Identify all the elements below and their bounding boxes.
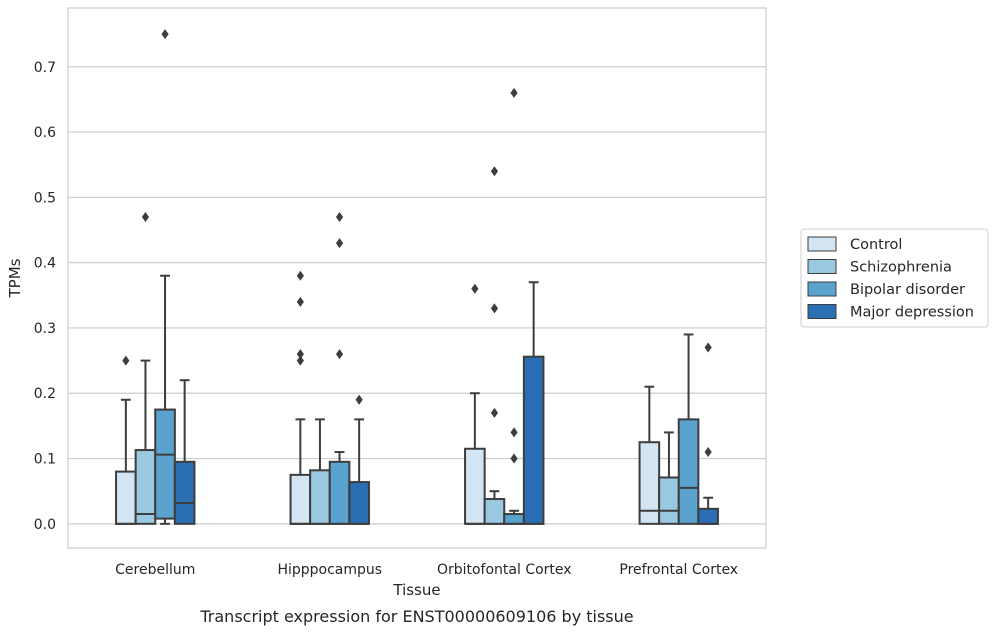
outlier-point <box>490 303 499 314</box>
box-schizophrenia <box>134 211 157 525</box>
legend-swatch <box>807 281 837 297</box>
outlier-point <box>296 355 304 366</box>
box-major-depression <box>522 281 545 525</box>
box-body <box>115 470 137 525</box>
x-tick-label: Prefrontal Cortex <box>619 562 738 578</box>
box-control <box>464 283 486 525</box>
outlier-point <box>335 238 344 249</box>
legend-swatch <box>807 236 837 252</box>
chart-caption: Transcript expression for ENST0000060910… <box>199 607 633 626</box>
outlier-point <box>704 447 712 458</box>
legend-label: Schizophrenia <box>850 260 952 276</box>
box-major-depression <box>697 342 719 525</box>
box-control <box>115 355 137 525</box>
legend-frame <box>800 228 989 328</box>
outlier-point <box>704 342 712 353</box>
outlier-point <box>122 355 130 366</box>
legend-swatch <box>807 259 837 274</box>
box-bipolar-disorder <box>677 333 700 525</box>
x-tick-label: Cerebellum <box>115 562 195 578</box>
box-schizophrenia <box>483 166 506 525</box>
y-tick-label: 0.7 <box>34 60 56 76</box>
box-groups <box>115 29 719 525</box>
box-body <box>677 418 700 525</box>
y-tick-label: 0.3 <box>34 321 56 337</box>
box-body <box>154 408 176 520</box>
x-tick-label: Orbitofontal Cortex <box>437 562 572 578</box>
outlier-point <box>510 87 518 98</box>
outlier-point <box>510 453 518 464</box>
outlier-point <box>490 166 499 177</box>
y-tick-label: 0.4 <box>34 256 56 272</box>
outlier-point <box>355 394 363 405</box>
outlier-point <box>296 270 304 281</box>
box-schizophrenia <box>309 418 331 525</box>
outlier-point <box>471 283 479 294</box>
plot-frame <box>67 7 767 549</box>
y-tick-label: 0.5 <box>34 190 56 206</box>
outlier-point <box>141 211 150 222</box>
legend-label: Major depression <box>850 305 974 321</box>
outlier-point <box>510 427 518 438</box>
box-schizophrenia <box>658 431 680 525</box>
box-bipolar-disorder <box>503 87 525 525</box>
outlier-point <box>161 29 169 40</box>
y-tick-label: 0.0 <box>34 517 56 533</box>
legend-label: Bipolar disorder <box>850 282 965 298</box>
outlier-point <box>296 296 304 307</box>
legend: Control Schizophrenia Bipolar disorder Majo… <box>800 228 989 328</box>
legend-swatch <box>807 304 837 319</box>
legend-label: Control <box>850 237 902 253</box>
box-body <box>289 473 312 525</box>
box-body <box>328 460 351 525</box>
box-bipolar-disorder <box>328 211 351 525</box>
box-body <box>309 469 331 525</box>
y-tick-label: 0.1 <box>34 452 56 468</box>
box-body <box>173 460 196 525</box>
box-body <box>483 498 506 525</box>
box-body <box>464 447 486 525</box>
x-tick-label: Hipppocampus <box>277 562 382 578</box>
outlier-point <box>296 349 304 360</box>
box-major-depression <box>173 379 196 525</box>
box-body <box>134 449 157 525</box>
box-body <box>522 355 545 525</box>
x-axis-label: Tissue <box>392 581 440 599</box>
box-body <box>348 481 370 525</box>
outlier-point <box>335 349 344 360</box>
outlier-point <box>335 211 344 222</box>
box-body <box>658 476 680 525</box>
outlier-point <box>490 407 499 418</box>
box-major-depression <box>348 394 370 525</box>
box-body <box>697 507 719 525</box>
y-axis-label: TPMs <box>6 258 24 298</box>
x-tick-labels: Cerebellum Hipppocampus Orbitofontal Corte… <box>115 562 738 578</box>
y-tick-label: 0.2 <box>34 386 56 402</box>
y-tick-labels: 0.0 0.1 0.2 0.3 0.4 0.5 0.6 0.7 <box>34 60 56 533</box>
box-body <box>503 513 525 525</box>
y-tick-label: 0.6 <box>34 125 56 141</box>
